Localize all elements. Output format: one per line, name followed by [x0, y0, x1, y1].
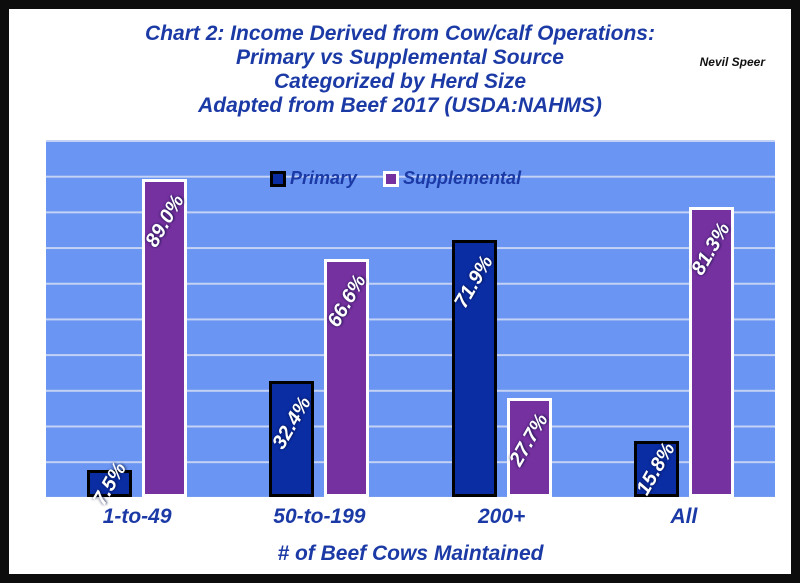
bar-supplemental-all [688, 206, 734, 497]
x-axis-label-200-: 200+ [477, 505, 526, 528]
x-axis-label-50-to-199: 50-to-199 [273, 505, 366, 528]
bar-primary-all [633, 440, 679, 497]
x-axis-labels: 1-to-49 50-to-199 200+ All [46, 505, 775, 529]
chart-title-line-4: Adapted from Beef 2017 (USDA:NAHMS) [198, 94, 602, 117]
bar-supplemental-50-to-199 [324, 259, 370, 497]
chart-title-line-3: Categorized by Herd Size [273, 70, 527, 93]
x-axis-title: # of Beef Cows Maintained [277, 542, 544, 565]
legend-item-primary: Primary [270, 168, 357, 189]
supplemental-swatch-icon [383, 170, 400, 187]
credit-text: Nevil Speer [699, 55, 765, 69]
legend-item-supplemental: Supplemental [383, 168, 521, 189]
plot-area: Primary Supplemental 7.5% 89.0% 32.4% 66.6%… [46, 140, 775, 509]
primary-swatch-icon [270, 170, 286, 187]
legend: Primary Supplemental [270, 168, 521, 189]
chart-title-line-2: Primary vs Supplemental Source [236, 46, 564, 69]
bar-primary-1-to-49 [87, 470, 133, 497]
legend-label-primary: Primary [290, 168, 358, 188]
bar-primary-50-to-199 [269, 381, 315, 497]
chart-title-line-1: Chart 2: Income Derived from Cow/calf Op… [145, 22, 655, 45]
bar-supplemental-1-to-49 [142, 179, 188, 497]
legend-label-supplemental: Supplemental [403, 168, 522, 188]
bar-supplemental-200- [506, 398, 552, 497]
bar-primary-200- [451, 240, 497, 497]
x-axis-label-all: All [670, 505, 698, 528]
chart-title: Chart 2: Income Derived from Cow/calf Op… [9, 22, 791, 118]
x-axis-label-1-to-49: 1-to-49 [102, 505, 172, 528]
